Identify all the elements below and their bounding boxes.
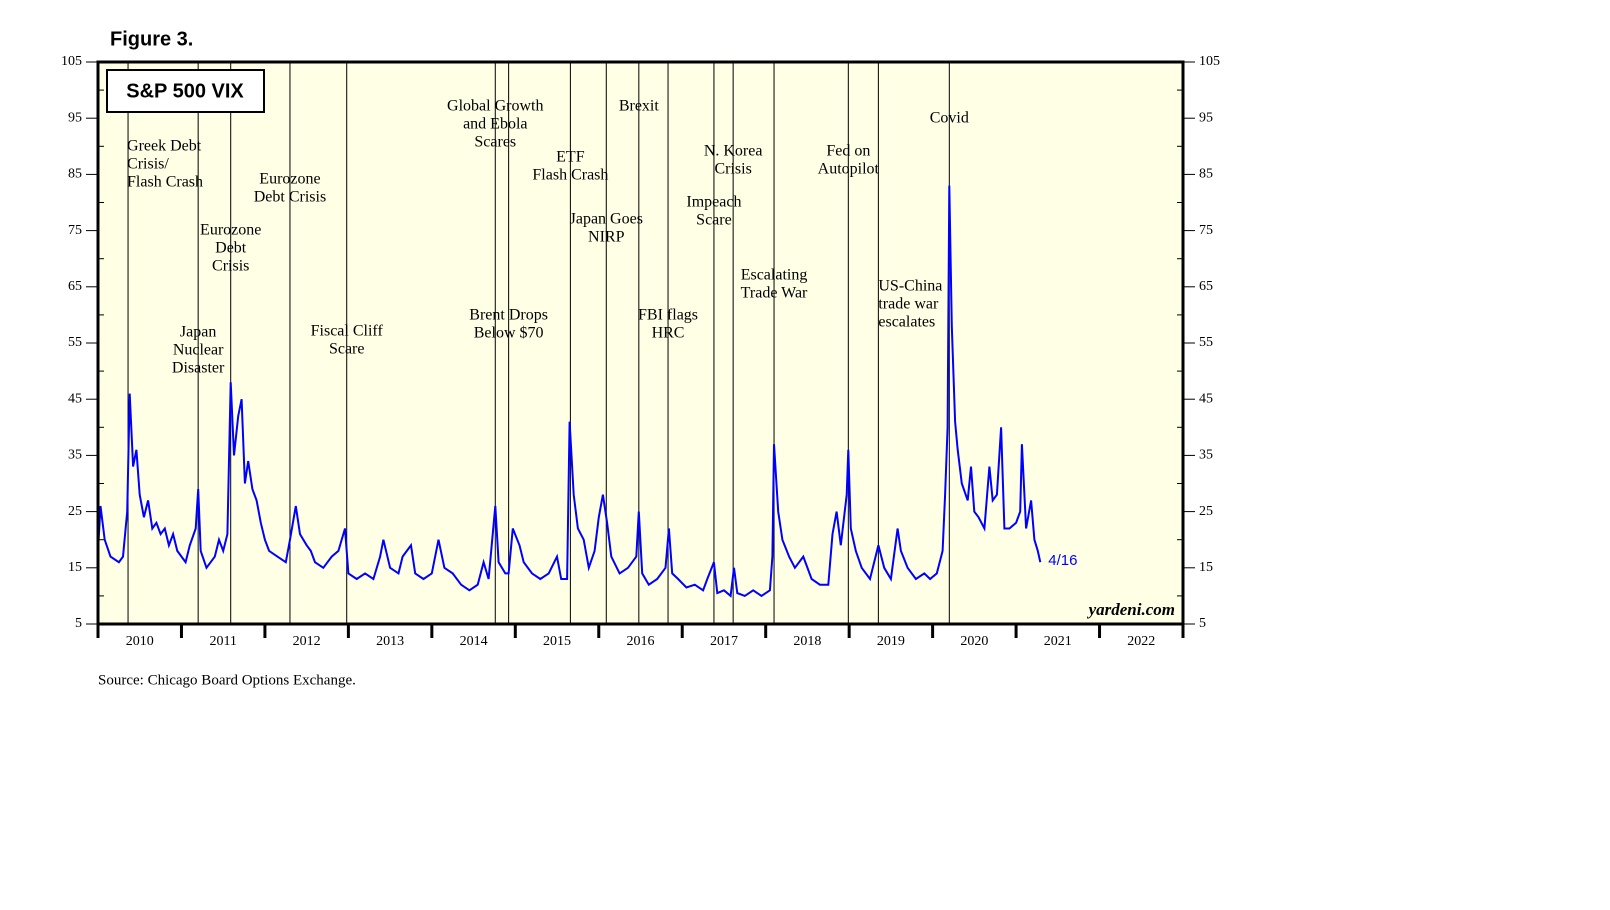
event-label: trade war [878,296,939,313]
event-label: Scare [329,341,365,358]
event-label: FBI flags [638,307,698,324]
event-label: ETF [556,149,585,166]
y2-tick-label: 25 [1199,504,1213,519]
event-label: Disaster [172,360,225,377]
y-tick-label: 25 [68,504,82,519]
y-tick-label: 35 [68,448,82,463]
y-tick-label: 5 [75,616,82,631]
event-label: escalates [878,314,935,331]
event-label: US-China [878,278,942,295]
y-tick-label: 45 [68,391,82,406]
y-tick-label: 85 [68,167,82,182]
event-label: Crisis/ [127,156,169,173]
event-label: Japan [180,324,216,341]
y-tick-label: 105 [61,54,82,69]
y-tick-label: 55 [68,335,82,350]
event-label: Autopilot [818,161,880,178]
x-tick-label: 2013 [376,634,404,649]
y2-tick-label: 75 [1199,223,1213,238]
watermark: yardeni.com [1087,600,1175,619]
event-label: and Ebola [463,116,527,133]
y2-tick-label: 35 [1199,448,1213,463]
end-label: 4/16 [1048,552,1077,569]
y2-tick-label: 45 [1199,391,1213,406]
event-label: Below $70 [474,325,544,342]
event-label: Flash Crash [532,167,608,184]
event-label: HRC [652,325,685,342]
event-label: Global Growth [447,98,543,115]
x-tick-label: 2012 [293,634,321,649]
title-box [106,69,265,113]
y2-tick-label: 95 [1199,110,1213,125]
y-tick-label: 75 [68,223,82,238]
event-label: Crisis [714,161,751,178]
event-label: Fiscal Cliff [311,323,384,340]
y-tick-label: 65 [68,279,82,294]
x-tick-label: 2021 [1044,634,1072,649]
x-tick-label: 2020 [960,634,988,649]
event-label: Japan Goes [570,211,643,228]
event-label: Crisis [212,258,249,275]
event-label: Debt Crisis [254,189,326,206]
event-label: Scare [696,212,732,229]
event-label: Covid [930,110,969,127]
source: Source: Chicago Board Options Exchange. [98,672,356,688]
event-label: Escalating [741,267,808,284]
y2-tick-label: 5 [1199,616,1206,631]
event-label: Scares [474,134,516,151]
y2-tick-label: 15 [1199,560,1213,575]
plot-frame [96,60,1185,626]
y-tick-label: 15 [68,560,82,575]
event-label: Eurozone [259,171,320,188]
x-tick-label: 2019 [877,634,905,649]
chart-title: S&P 500 VIX [126,80,244,102]
event-label: Trade War [741,285,808,302]
event-label: Flash Crash [127,174,203,191]
x-tick-label: 2015 [543,634,571,649]
event-label: Eurozone [200,222,261,239]
event-label: Fed on [826,143,870,160]
x-tick-label: 2018 [793,634,821,649]
event-label: Debt [215,240,247,257]
y2-tick-label: 55 [1199,335,1213,350]
x-tick-label: 2010 [126,634,154,649]
figure-label: Figure 3. [110,28,193,50]
event-label: Nuclear [173,342,224,359]
y2-tick-label: 85 [1199,167,1213,182]
vix-line [97,185,1042,598]
event-label: N. Korea [704,143,763,160]
y-tick-label: 95 [68,110,82,125]
event-label: Greek Debt [127,138,202,155]
y2-tick-label: 65 [1199,279,1213,294]
x-tick-label: 2017 [710,634,738,649]
x-tick-label: 2011 [209,634,236,649]
event-label: Impeach [686,194,741,211]
event-label: NIRP [588,229,625,246]
event-label: Brexit [619,98,660,115]
x-tick-label: 2014 [460,634,488,649]
y2-tick-label: 105 [1199,54,1220,69]
x-tick-label: 2016 [627,634,655,649]
event-label: Brent Drops [469,307,548,324]
x-tick-label: 2022 [1127,634,1155,649]
